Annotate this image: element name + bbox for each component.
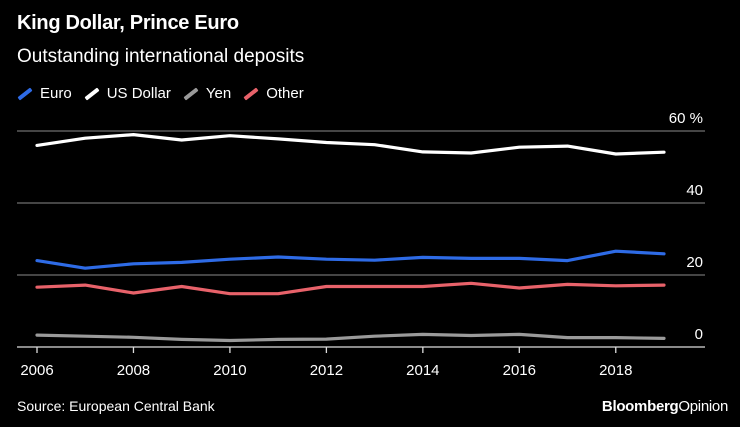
y-tick-label-1: 20 [686,254,703,271]
x-tick-label-1: 2008 [117,362,150,379]
legend: Euro US Dollar Yen Other [17,85,316,102]
x-tick-label-4: 2014 [406,362,439,379]
x-tick-label-0: 2006 [20,362,53,379]
legend-label-yen: Yen [205,85,232,102]
legend-item-euro: Euro [17,85,72,102]
series-line-other [35,281,666,296]
x-tick-label-2: 2010 [213,362,246,379]
series-line-yen [35,332,666,343]
series-line-us-dollar [35,133,666,156]
y-tick-label-2: 40 [686,182,703,199]
chart-subtitle: Outstanding international deposits [17,46,305,67]
source-note: Source: European Central Bank [17,398,215,414]
chart-title: King Dollar, Prince Euro [17,12,239,34]
legend-label-other: Other [266,85,304,102]
legend-item-yen: Yen [183,85,231,102]
x-tick-label-3: 2012 [310,362,343,379]
legend-label-us-dollar: US Dollar [106,85,171,102]
legend-item-other: Other [243,85,304,102]
legend-item-us-dollar: US Dollar [84,85,171,102]
x-tick-label-5: 2016 [503,362,536,379]
y-tick-label-3: 60 % [669,110,703,127]
brand-logo-part2: Opinion [678,398,728,415]
x-tick-label-6: 2018 [599,362,632,379]
series-line-euro [35,249,666,270]
y-tick-label-0: 0 [695,326,703,343]
legend-label-euro: Euro [40,85,72,102]
brand-logo-part1: Bloomberg [601,398,679,415]
brand-logo: BloombergOpinion [602,398,728,415]
